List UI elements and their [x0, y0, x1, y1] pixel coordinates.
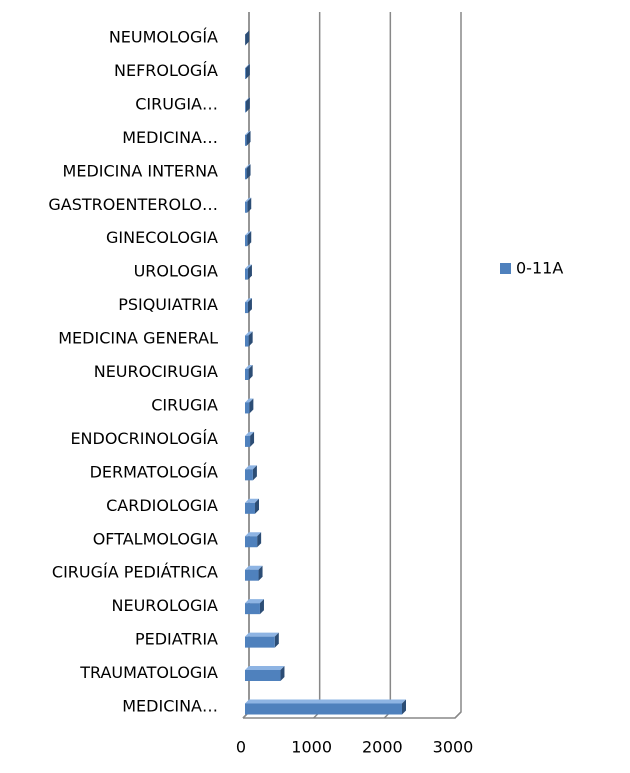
bar-face	[245, 235, 247, 246]
bar-face	[245, 700, 406, 704]
x-tick-label: 2000	[362, 738, 403, 757]
bar	[245, 666, 284, 681]
bar-face	[245, 637, 275, 648]
bar-face	[245, 302, 248, 313]
bar	[245, 198, 251, 213]
bar-face	[245, 469, 253, 480]
bar-face	[245, 202, 247, 213]
bar-face	[245, 603, 260, 614]
legend-label: 0-11A	[516, 259, 563, 278]
bar-face	[245, 336, 249, 347]
y-tick-label: NEUMOLOGÍA	[109, 28, 218, 47]
bar-face	[245, 570, 259, 581]
bar	[245, 298, 252, 313]
y-tick-label: GINECOLOGIA	[106, 228, 218, 247]
y-tick-label: MEDICINA INTERNA	[63, 161, 219, 180]
x-tick-label: 1000	[291, 738, 332, 757]
y-tick-label: PEDIATRIA	[135, 630, 218, 649]
bar	[245, 365, 253, 380]
bar	[245, 231, 251, 246]
grid-line	[384, 12, 390, 718]
y-tick-label: NEFROLOGÍA	[114, 61, 218, 80]
bar-face	[245, 633, 279, 637]
bar	[245, 432, 254, 447]
y-tick-label: DERMATOLOGÍA	[90, 462, 218, 481]
bar	[245, 633, 279, 648]
bar-face	[245, 436, 250, 447]
bar	[245, 566, 263, 581]
x-tick-label: 3000	[433, 738, 474, 757]
bar-face	[245, 670, 280, 681]
grid-line	[455, 12, 461, 718]
y-tick-label: MEDICINA…	[122, 697, 218, 716]
bar	[245, 599, 264, 614]
y-tick-label: GASTROENTEROLO…	[48, 195, 218, 214]
x-tick-label: 0	[236, 738, 246, 757]
bar	[245, 499, 259, 514]
bar	[245, 532, 261, 547]
bar-face	[245, 704, 402, 715]
bar-face	[245, 101, 246, 112]
y-tick-label: CIRUGIA…	[135, 94, 218, 113]
bar-face	[245, 269, 248, 280]
bar-face	[245, 168, 247, 179]
bar	[245, 332, 253, 347]
y-tick-label: NEUROLOGIA	[112, 596, 219, 615]
bar	[245, 398, 253, 413]
y-tick-label: UROLOGIA	[134, 262, 218, 281]
y-tick-label: ENDOCRINOLOGÍA	[70, 429, 218, 448]
y-tick-label: CIRUGÍA PEDIÁTRICA	[52, 563, 218, 582]
bar-face	[245, 402, 249, 413]
legend-swatch	[500, 263, 511, 274]
bar-face	[245, 666, 284, 670]
y-tick-label: NEUROCIRUGIA	[94, 362, 218, 381]
bar-face	[245, 135, 247, 146]
y-tick-label: PSIQUIATRIA	[118, 295, 218, 314]
bar	[245, 265, 252, 280]
y-tick-label: TRAUMATOLOGIA	[79, 663, 218, 682]
bar-face	[245, 68, 246, 79]
grid-line	[314, 12, 320, 718]
bar	[245, 700, 406, 715]
bar-face	[245, 503, 255, 514]
y-tick-label: CIRUGIA	[151, 395, 218, 414]
bar	[245, 465, 257, 480]
y-tick-label: MEDICINA…	[122, 128, 218, 147]
y-tick-label: OFTALMOLOGIA	[93, 529, 218, 548]
y-tick-label: CARDIOLOGIA	[106, 496, 218, 515]
bar-face	[245, 536, 257, 547]
bar-face	[245, 369, 249, 380]
y-tick-label: MEDICINA GENERAL	[58, 329, 218, 348]
